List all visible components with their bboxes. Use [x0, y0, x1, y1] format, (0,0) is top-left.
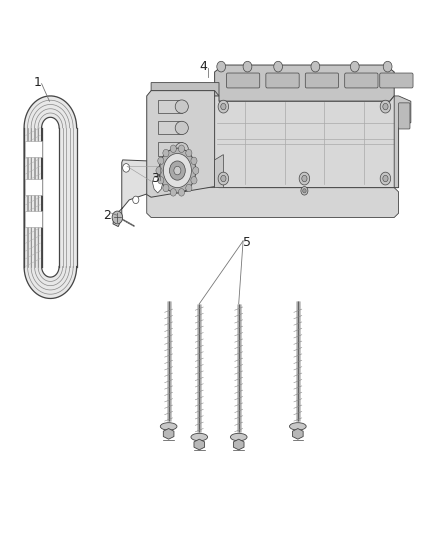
FancyBboxPatch shape: [305, 73, 339, 88]
FancyBboxPatch shape: [158, 100, 182, 113]
Circle shape: [299, 172, 310, 185]
Circle shape: [303, 189, 306, 193]
Polygon shape: [147, 181, 399, 217]
Circle shape: [170, 145, 177, 152]
Circle shape: [380, 100, 391, 113]
Polygon shape: [24, 96, 77, 298]
Circle shape: [159, 148, 196, 193]
Circle shape: [133, 196, 139, 204]
Circle shape: [218, 172, 229, 185]
Polygon shape: [215, 65, 394, 101]
Polygon shape: [151, 83, 219, 96]
Circle shape: [186, 149, 192, 157]
Circle shape: [218, 100, 229, 113]
Circle shape: [217, 61, 226, 72]
FancyBboxPatch shape: [399, 103, 410, 129]
Circle shape: [383, 175, 388, 182]
Text: 2: 2: [103, 209, 111, 222]
Circle shape: [158, 157, 164, 165]
Polygon shape: [215, 155, 223, 188]
FancyBboxPatch shape: [226, 73, 260, 88]
Circle shape: [383, 103, 388, 110]
Polygon shape: [42, 117, 59, 277]
Circle shape: [221, 175, 226, 182]
Circle shape: [186, 184, 192, 192]
Circle shape: [191, 176, 197, 184]
Ellipse shape: [191, 433, 208, 441]
Polygon shape: [194, 439, 205, 450]
Circle shape: [221, 103, 226, 110]
Circle shape: [193, 167, 199, 174]
Polygon shape: [394, 96, 411, 188]
Text: 4: 4: [200, 60, 208, 73]
Circle shape: [179, 166, 185, 174]
Circle shape: [274, 61, 283, 72]
FancyBboxPatch shape: [380, 73, 413, 88]
Circle shape: [178, 189, 184, 196]
Circle shape: [158, 176, 164, 184]
Circle shape: [163, 149, 169, 157]
Circle shape: [170, 189, 177, 196]
Polygon shape: [152, 177, 163, 193]
Polygon shape: [215, 96, 399, 188]
Text: 1: 1: [33, 76, 41, 89]
Circle shape: [302, 175, 307, 182]
FancyBboxPatch shape: [25, 179, 42, 195]
Ellipse shape: [175, 142, 188, 156]
Circle shape: [156, 167, 162, 174]
Polygon shape: [233, 439, 244, 450]
FancyBboxPatch shape: [25, 141, 42, 157]
Circle shape: [174, 166, 181, 175]
Circle shape: [380, 172, 391, 185]
Polygon shape: [113, 160, 188, 227]
FancyBboxPatch shape: [266, 73, 299, 88]
Polygon shape: [147, 91, 219, 197]
FancyBboxPatch shape: [158, 121, 182, 134]
Circle shape: [163, 154, 191, 188]
Text: 3: 3: [152, 172, 159, 185]
Circle shape: [350, 61, 359, 72]
FancyBboxPatch shape: [25, 211, 42, 227]
Ellipse shape: [290, 423, 306, 430]
Circle shape: [170, 161, 185, 180]
FancyBboxPatch shape: [158, 142, 182, 156]
Circle shape: [163, 184, 169, 192]
FancyBboxPatch shape: [345, 73, 378, 88]
Circle shape: [178, 145, 184, 152]
Ellipse shape: [175, 100, 188, 114]
Polygon shape: [293, 429, 303, 439]
Polygon shape: [163, 429, 174, 439]
Circle shape: [383, 61, 392, 72]
Text: 5: 5: [244, 236, 251, 249]
Ellipse shape: [175, 122, 188, 135]
Circle shape: [123, 164, 130, 172]
Circle shape: [191, 157, 197, 165]
Ellipse shape: [160, 423, 177, 430]
Circle shape: [311, 61, 320, 72]
Ellipse shape: [230, 433, 247, 441]
Circle shape: [301, 187, 308, 195]
Circle shape: [112, 211, 123, 224]
Circle shape: [243, 61, 252, 72]
